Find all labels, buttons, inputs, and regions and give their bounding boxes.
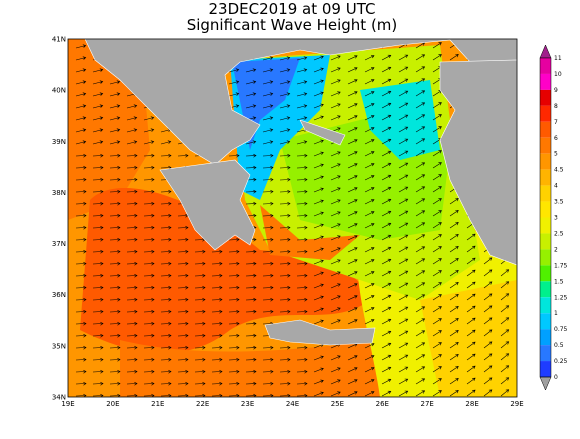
lon-label: 21E [151,400,164,408]
colorbar-label: 0 [554,374,558,381]
colorbar-label: 3 [554,215,558,222]
lat-label: 39N [52,138,66,146]
colorbar-label: 10 [554,71,562,78]
colorbar-label: 0.5 [554,342,564,349]
lon-label: 20E [106,400,119,408]
colorbar-label: 11 [554,55,562,62]
colorbar-segment [540,313,551,330]
colorbar-label: 6 [554,135,558,142]
lon-label: 27E [421,400,434,408]
colorbar-label: 7 [554,119,558,126]
lat-label: 40N [52,87,66,95]
colorbar-label: 9 [554,87,558,94]
colorbar-segment [540,297,551,314]
colorbar-label: 1 [554,310,558,317]
lon-label: 23E [241,400,254,408]
colorbar-segment [540,281,551,298]
colorbar-label: 4 [554,183,558,190]
lon-label: 22E [196,400,209,408]
lat-label: 36N [52,291,66,299]
title: 23DEC2019 at 09 UTC [209,0,376,18]
lon-label: 25E [331,400,344,408]
colorbar-segment [540,58,551,74]
colorbar-label: 5 [554,151,558,158]
lon-label: 26E [376,400,389,408]
land [84,39,517,346]
wave-field [68,39,517,397]
colorbar-segment [540,361,551,377]
colorbar-label: 1.75 [554,262,568,269]
lon-label: 29E [510,400,523,408]
lat-label: 41N [52,36,66,44]
colorbar-bottom-triangle [539,376,552,391]
colorbar-segment [540,233,551,250]
lon-label: 24E [286,400,299,408]
colorbar-label: 2.5 [554,230,564,237]
colorbar-segment [540,89,551,106]
colorbar-label: 1.5 [554,278,564,285]
colorbar-label: 8 [554,103,558,110]
colorbar-label: 3.5 [554,199,564,206]
map-frame [67,38,518,398]
colorbar-frame [539,57,552,378]
colorbar-label: 0.75 [554,326,568,333]
colorbar-segment [540,137,551,154]
lat-label: 35N [52,342,66,350]
colorbar-segment [540,345,551,362]
colorbar-segment [540,73,551,90]
colorbar-segment [540,153,551,170]
colorbar-segment [540,249,551,266]
colorbar: 11 10 9 8 7 6 5 4.5 4 3.5 3 2.5 2 1.75 1.5 1.25 1 0.75 0.5… [539,44,568,391]
colorbar-label: 4.5 [554,167,564,174]
colorbar-label: 1.25 [554,294,568,301]
colorbar-segment [540,121,551,138]
lat-label: 34N [52,394,66,402]
colorbar-segment [540,201,551,218]
colorbar-segment [540,169,551,186]
colorbar-segment [540,217,551,234]
lat-label: 38N [52,189,66,197]
colorbar-segment [540,185,551,202]
lat-label: 37N [52,240,66,248]
colorbar-label: 0.25 [554,358,568,365]
lon-label: 28E [465,400,478,408]
colorbar-segment [540,329,551,346]
colorbar-label: 2 [554,246,558,253]
subtitle: Significant Wave Height (m) [187,16,398,34]
colorbar-segment [540,265,551,282]
lon-label: 19E [61,400,74,408]
colorbar-top-triangle [539,44,552,59]
colorbar-segment [540,105,551,122]
